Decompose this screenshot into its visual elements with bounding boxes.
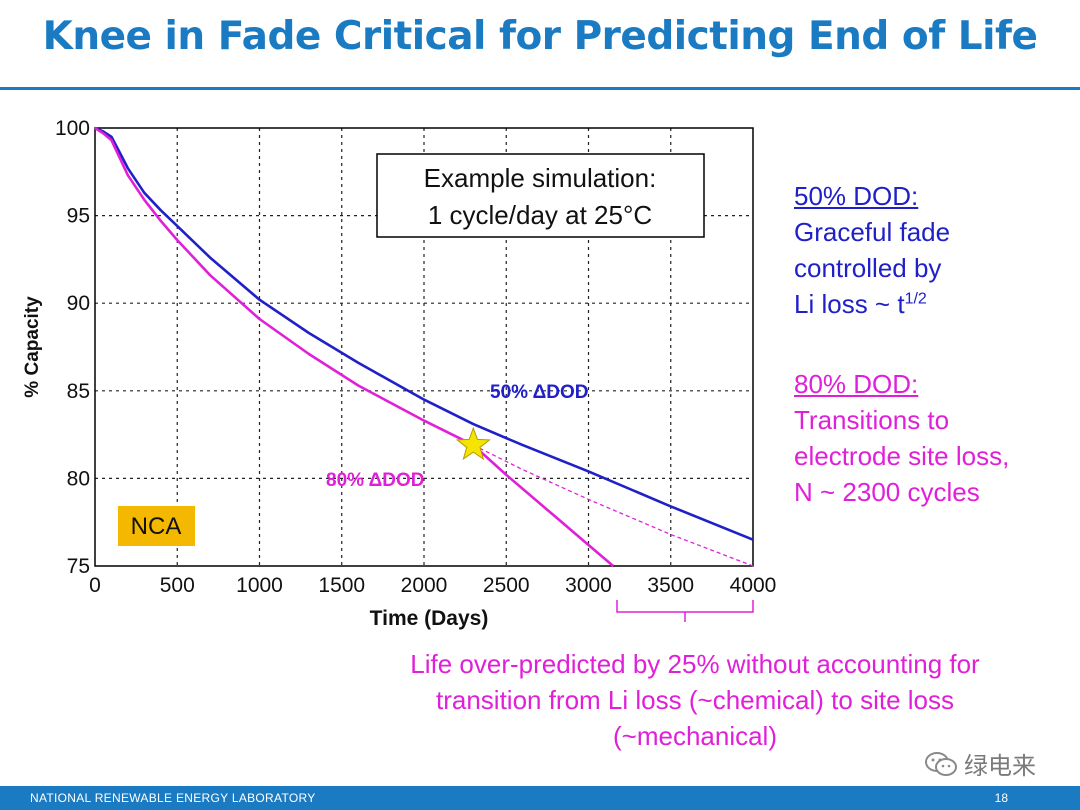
x-tick-label: 1500 [318,574,365,597]
series-lines [94,126,754,567]
title-rule [0,87,1080,90]
x-tick-label: 3000 [565,574,612,597]
y-tick-label: 95 [67,205,90,228]
side-note-50-dod: 50% DOD: Graceful fade controlled by Li … [794,178,950,322]
x-tick-label: 0 [89,574,101,597]
y-tick-label: 80 [67,467,90,490]
side-note-50-line-3: Li loss ~ t1/2 [794,286,950,322]
series-line-0 [94,126,754,541]
x-tick-label: 1000 [236,574,283,597]
side-note-80-line-1: Transitions to [794,405,950,435]
caption-line-3: (~mechanical) [612,721,777,751]
annotation-box [376,153,705,238]
series-label-80: 80% ΔDOD [326,470,424,491]
side-note-50-line-2: controlled by [794,253,942,283]
side-note-80-line-2: electrode site loss, [794,441,1010,471]
y-axis-title: % Capacity [22,296,43,398]
footer-bar: NATIONAL RENEWABLE ENERGY LABORATORY 18 [0,786,1080,810]
side-note-80-heading: 80% DOD: [794,369,919,399]
x-axis-title: Time (Days) [370,607,489,630]
y-tick-label: 90 [67,292,90,315]
x-tick-label: 2500 [483,574,530,597]
x-tick-label: 3500 [647,574,694,597]
overprediction-bracket [616,600,754,613]
wechat-icon [925,751,957,776]
y-tick-label: 85 [67,380,90,403]
annotation-line-2: 1 cycle/day at 25°C [428,200,652,230]
slide-title: Knee in Fade Critical for Predicting End… [42,14,1038,59]
nca-badge [118,506,195,546]
side-note-50-prefix: Li loss ~ t [794,289,905,319]
capacity-chart: 0 500 1000 1500 2000 2500 3000 3500 4000 75 80 85 90… [22,117,776,630]
series-line-1 [94,126,615,567]
x-tick-label: 4000 [730,574,777,597]
side-note-80-dod: 80% DOD: Transitions to electrode site l… [794,366,1009,510]
side-note-50-superscript: 1/2 [904,290,927,308]
caption-line-2: transition from Li loss (~chemical) to s… [435,685,954,715]
side-note-50-heading: 50% DOD: [794,181,919,211]
star-marker [455,426,491,461]
caption-line-1: Life over-predicted by 25% without accou… [410,649,980,679]
annotation-line-1: Example simulation: [424,163,657,193]
y-tick-label: 100 [55,117,90,140]
side-note-80-line-3: N ~ 2300 cycles [794,477,980,507]
watermark-text: 绿电来 [964,753,1036,780]
tick-labels: 0 500 1000 1500 2000 2500 3000 3500 4000 75 80 85 90… [55,117,776,597]
plot-frame [94,127,754,567]
wechat-watermark: 绿电来 [924,746,1036,781]
series-label-50: 50% ΔDOD [490,382,588,403]
nca-label: NCA [131,513,182,540]
y-tick-label: 75 [67,555,90,578]
overprediction-caption: Life over-predicted by 25% without accou… [300,646,1080,754]
series-line-2 [473,444,754,567]
side-note-50-line-1: Graceful fade [794,217,951,247]
x-tick-label: 500 [160,574,195,597]
x-tick-label: 2000 [401,574,448,597]
page-number: 18 [994,791,1008,805]
footer-org: NATIONAL RENEWABLE ENERGY LABORATORY [30,791,316,805]
